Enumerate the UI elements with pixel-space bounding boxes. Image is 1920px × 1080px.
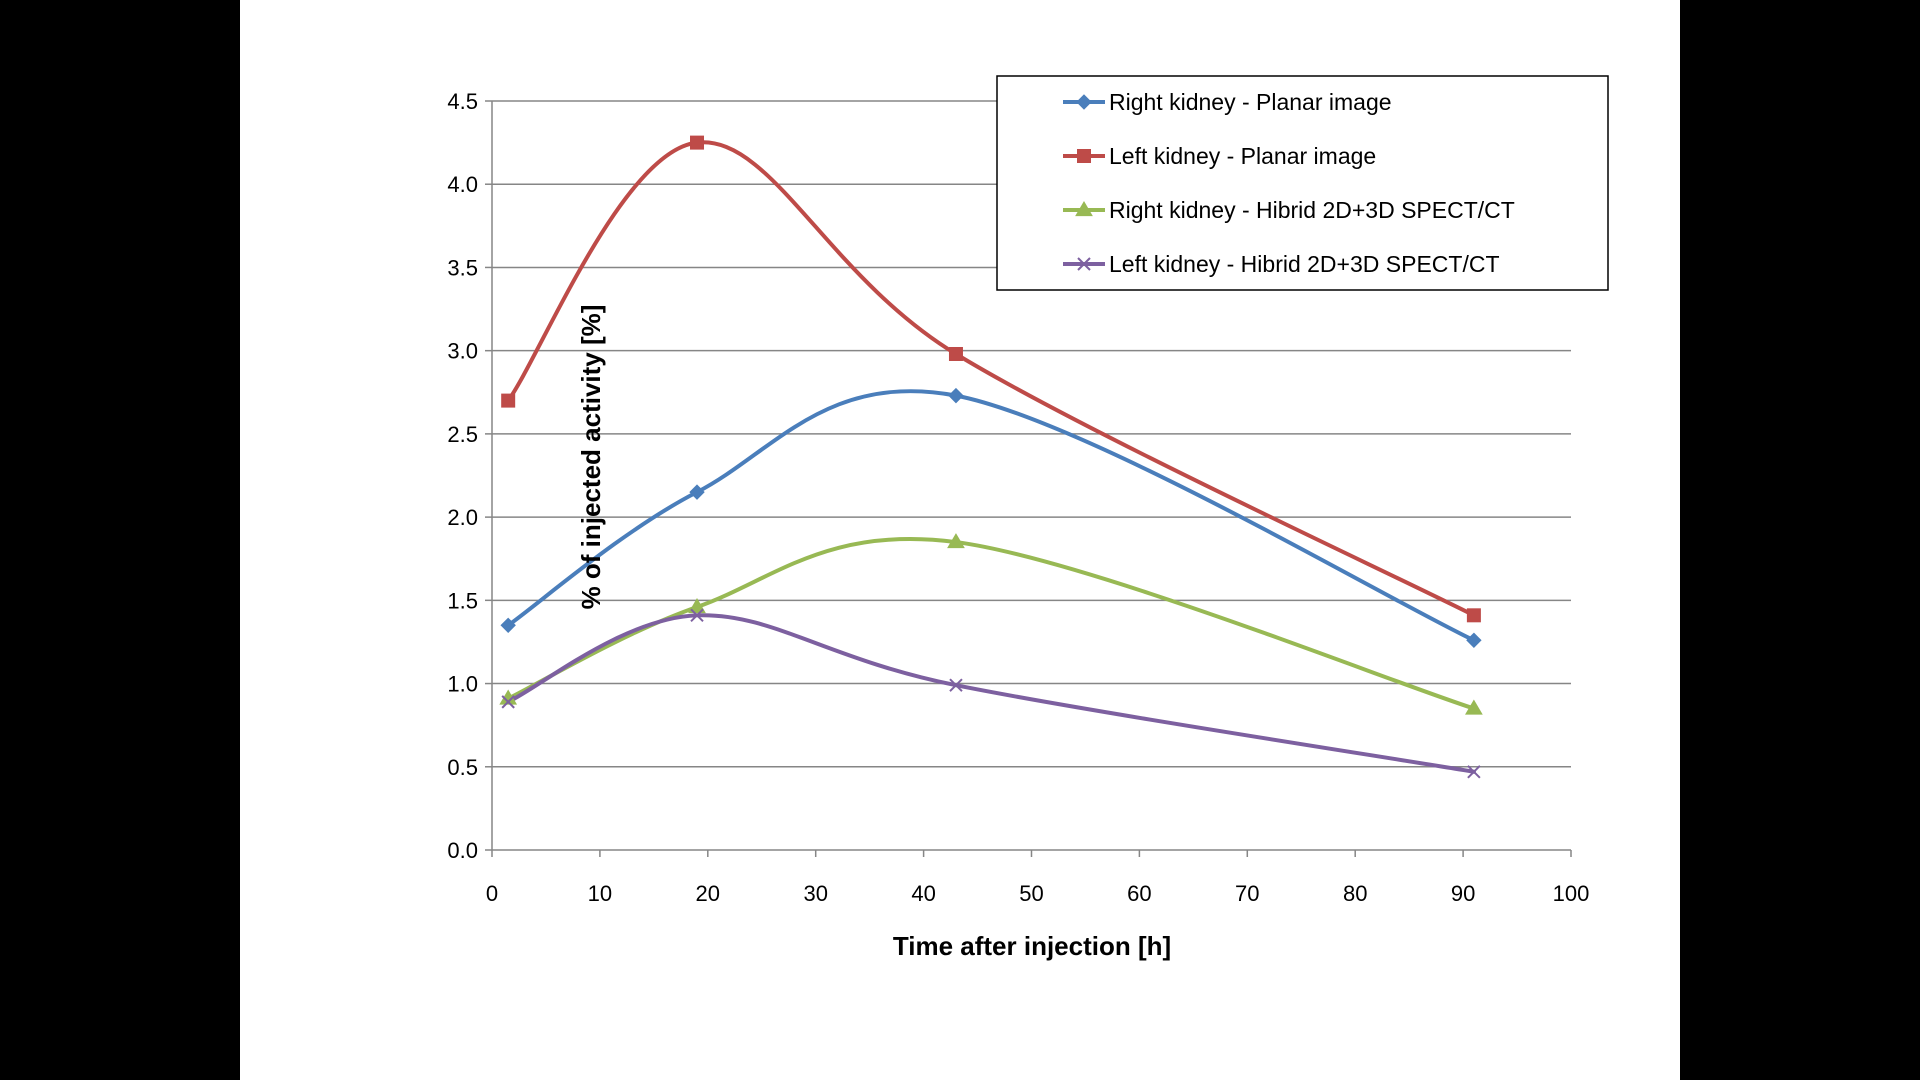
chart-canvas: 0.0 0.5 1.0 1.5 2.0 2.5 3.0 3.5 4.0 4.5 0 10 20 30 40 5… bbox=[240, 0, 1680, 1080]
legend-label: Left kidney - Planar image bbox=[1109, 143, 1376, 169]
data-point-series-3 bbox=[947, 533, 965, 549]
series-lines bbox=[506, 140, 1476, 774]
data-point-series-1 bbox=[500, 617, 516, 634]
marker-stroke bbox=[501, 695, 515, 709]
data-point-series-4 bbox=[501, 695, 515, 709]
x-tick-label: 80 bbox=[1343, 881, 1367, 906]
series-line-3 bbox=[506, 536, 1476, 711]
x-axis-title: Time after injection [h] bbox=[893, 931, 1171, 961]
series-line-2 bbox=[506, 140, 1476, 618]
data-point-series-2 bbox=[1466, 608, 1481, 623]
data-point-series-2 bbox=[501, 393, 516, 408]
legend-item-1: Right kidney - Planar image bbox=[1063, 89, 1392, 115]
x-tick-label: 60 bbox=[1127, 881, 1151, 906]
marker-stroke bbox=[690, 608, 704, 623]
legend-label: Right kidney - Planar image bbox=[1109, 89, 1392, 115]
axes bbox=[485, 100, 1572, 857]
y-axis-title: % of injected activity [%] bbox=[576, 305, 606, 610]
tick-labels: 0.0 0.5 1.0 1.5 2.0 2.5 3.0 3.5 4.0 4.5 0 10 20 30 40 5… bbox=[447, 89, 1589, 906]
x-tick-label: 70 bbox=[1235, 881, 1259, 906]
data-point-series-1 bbox=[689, 484, 705, 500]
series-line-1 bbox=[506, 389, 1476, 643]
y-tick-label: 0.0 bbox=[447, 838, 478, 863]
y-tick-label: 0.5 bbox=[447, 755, 478, 780]
series-markers bbox=[499, 135, 1483, 779]
y-tick-label: 2.0 bbox=[447, 505, 478, 530]
data-point-series-1 bbox=[948, 387, 964, 404]
legend-label: Right kidney - Hibrid 2D+3D SPECT/CT bbox=[1109, 197, 1515, 223]
y-tick-label: 1.0 bbox=[447, 672, 478, 697]
legend-label: Left kidney - Hibrid 2D+3D SPECT/CT bbox=[1109, 251, 1500, 277]
legend-items: Right kidney - Planar image Left kidney -… bbox=[1063, 89, 1515, 277]
y-tick-label: 3.5 bbox=[447, 255, 478, 280]
y-tick-label: 4.5 bbox=[447, 89, 478, 114]
x-tick-label: 0 bbox=[486, 881, 498, 906]
legend-swatch-marker bbox=[1076, 94, 1092, 110]
x-tick-label: 40 bbox=[911, 881, 935, 906]
marker-stroke bbox=[949, 678, 963, 692]
y-tick-label: 4.0 bbox=[447, 172, 478, 197]
data-point-series-4 bbox=[690, 608, 704, 623]
data-point-series-4 bbox=[949, 678, 963, 692]
data-point-series-3 bbox=[1465, 699, 1483, 715]
series-line-4 bbox=[506, 613, 1476, 774]
legend-item-4: Left kidney - Hibrid 2D+3D SPECT/CT bbox=[1063, 251, 1500, 277]
x-tick-label: 90 bbox=[1451, 881, 1475, 906]
legend: Right kidney - Planar image Left kidney -… bbox=[996, 75, 1609, 291]
x-tick-label: 50 bbox=[1019, 881, 1043, 906]
y-tick-label: 3.0 bbox=[447, 339, 478, 364]
data-point-series-2 bbox=[948, 346, 963, 361]
y-tick-label: 2.5 bbox=[447, 422, 478, 447]
legend-swatch-marker bbox=[1077, 149, 1091, 163]
marker-stroke bbox=[1467, 765, 1481, 779]
data-point-series-2 bbox=[690, 135, 705, 150]
x-tick-label: 20 bbox=[696, 881, 720, 906]
data-point-series-1 bbox=[1466, 632, 1482, 648]
legend-box bbox=[996, 75, 1609, 291]
x-tick-label: 10 bbox=[588, 881, 612, 906]
marker-stroke bbox=[1077, 257, 1091, 271]
legend-item-2: Left kidney - Planar image bbox=[1063, 143, 1376, 169]
x-tick-label: 100 bbox=[1553, 881, 1590, 906]
legend-swatch-marker bbox=[1075, 201, 1093, 217]
legend-item-3: Right kidney - Hibrid 2D+3D SPECT/CT bbox=[1063, 197, 1515, 223]
y-tick-label: 1.5 bbox=[447, 588, 478, 613]
x-tick-label: 30 bbox=[803, 881, 827, 906]
line-chart: 0.0 0.5 1.0 1.5 2.0 2.5 3.0 3.5 4.0 4.5 0 10 20 30 40 5… bbox=[447, 75, 1609, 961]
legend-swatch-marker bbox=[1077, 257, 1091, 271]
data-point-series-3 bbox=[688, 598, 706, 614]
data-point-series-4 bbox=[1467, 765, 1481, 779]
